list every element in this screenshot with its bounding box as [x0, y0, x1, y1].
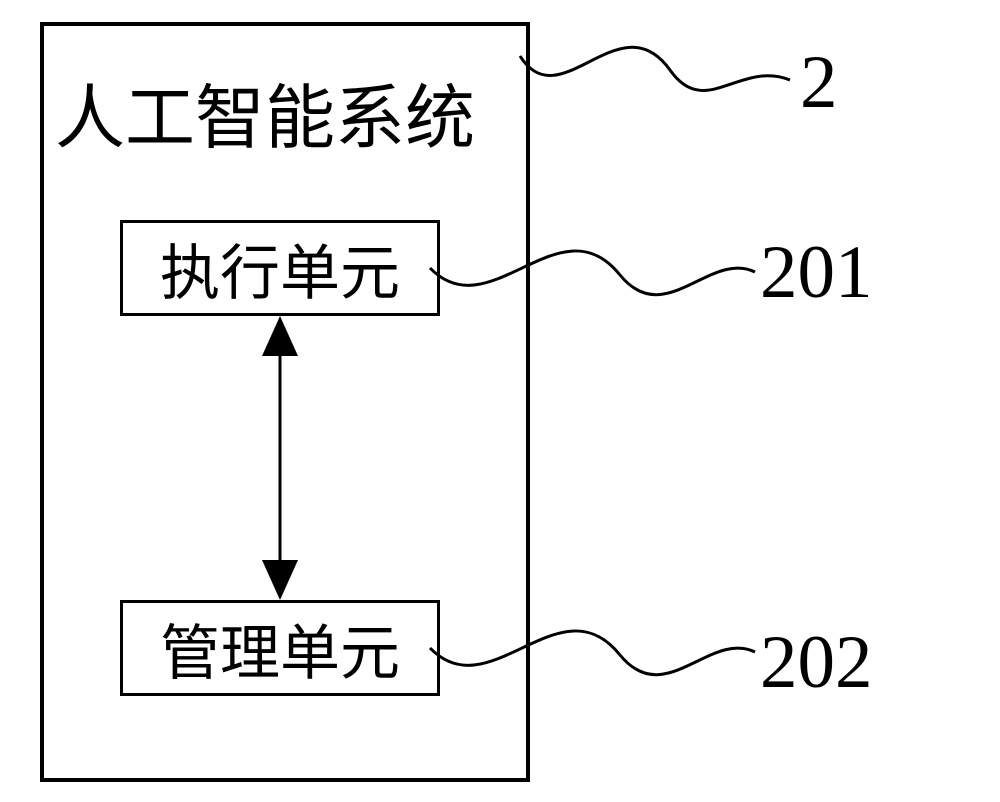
leader-curve [520, 47, 790, 90]
leader-curve [430, 251, 755, 295]
arrowhead-down-icon [262, 560, 298, 600]
arrowhead-up-icon [262, 316, 298, 356]
leader-curve [430, 631, 755, 675]
diagram-canvas: 人工智能系统 执行单元 管理单元 2 201 202 [0, 0, 1000, 802]
connector-layer [0, 0, 1000, 802]
